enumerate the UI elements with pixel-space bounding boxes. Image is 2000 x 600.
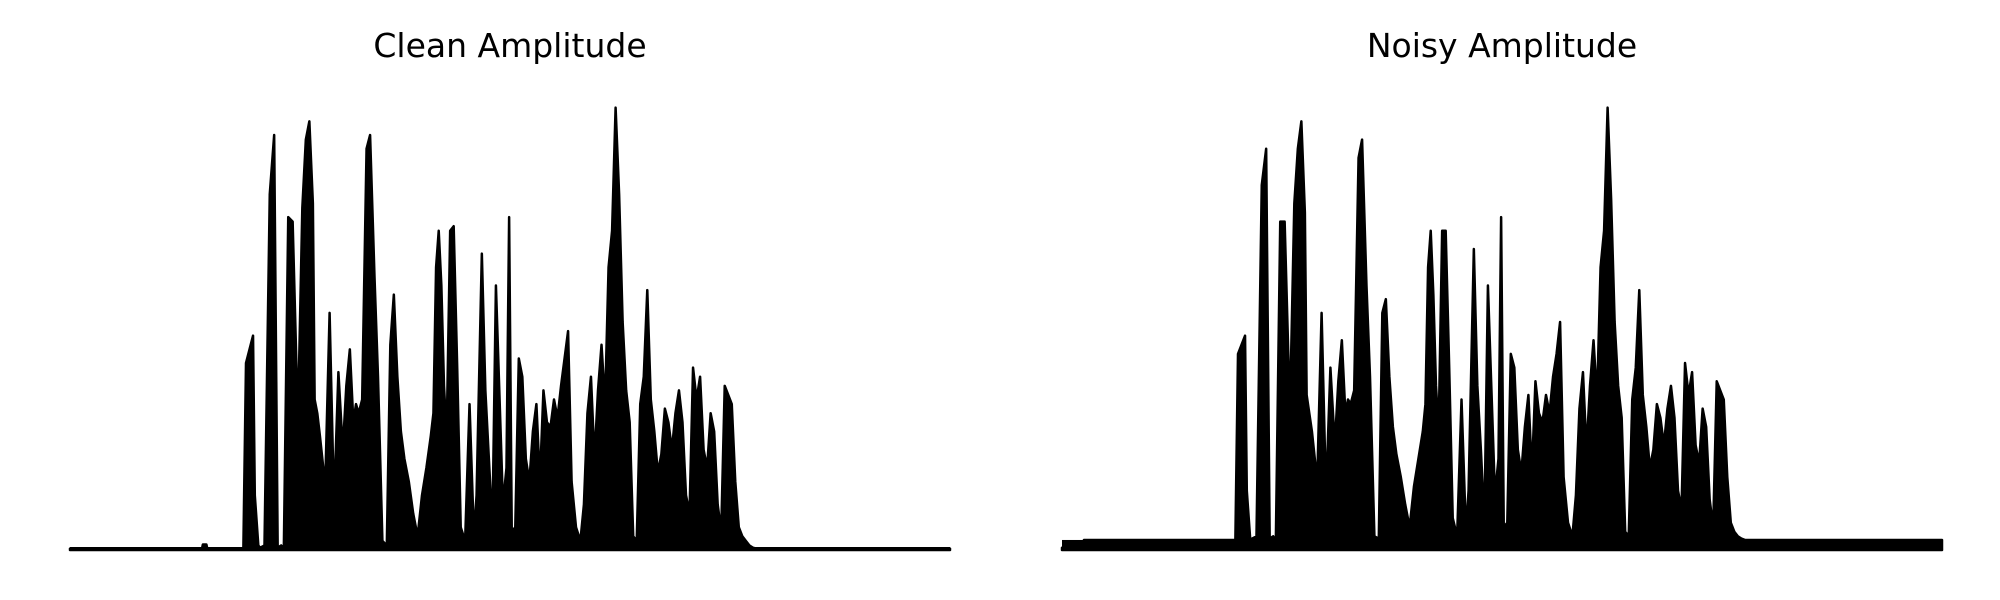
- clean-baseline-band: [70, 547, 950, 550]
- clean-amplitude-title: Clean Amplitude: [373, 26, 647, 65]
- noisy-amplitude-title: Noisy Amplitude: [1366, 26, 1638, 65]
- clean-amplitude-plot: [68, 106, 952, 552]
- clean-amplitude-area: [68, 106, 952, 552]
- noisy-amplitude-panel: Noisy Amplitude: [1060, 0, 1944, 600]
- noisy-amplitude-area: [1060, 106, 1944, 552]
- clean-amplitude-panel: Clean Amplitude: [68, 0, 952, 600]
- noisy-baseline-band: [1062, 539, 1942, 550]
- noisy-amplitude-plot: [1060, 106, 1944, 552]
